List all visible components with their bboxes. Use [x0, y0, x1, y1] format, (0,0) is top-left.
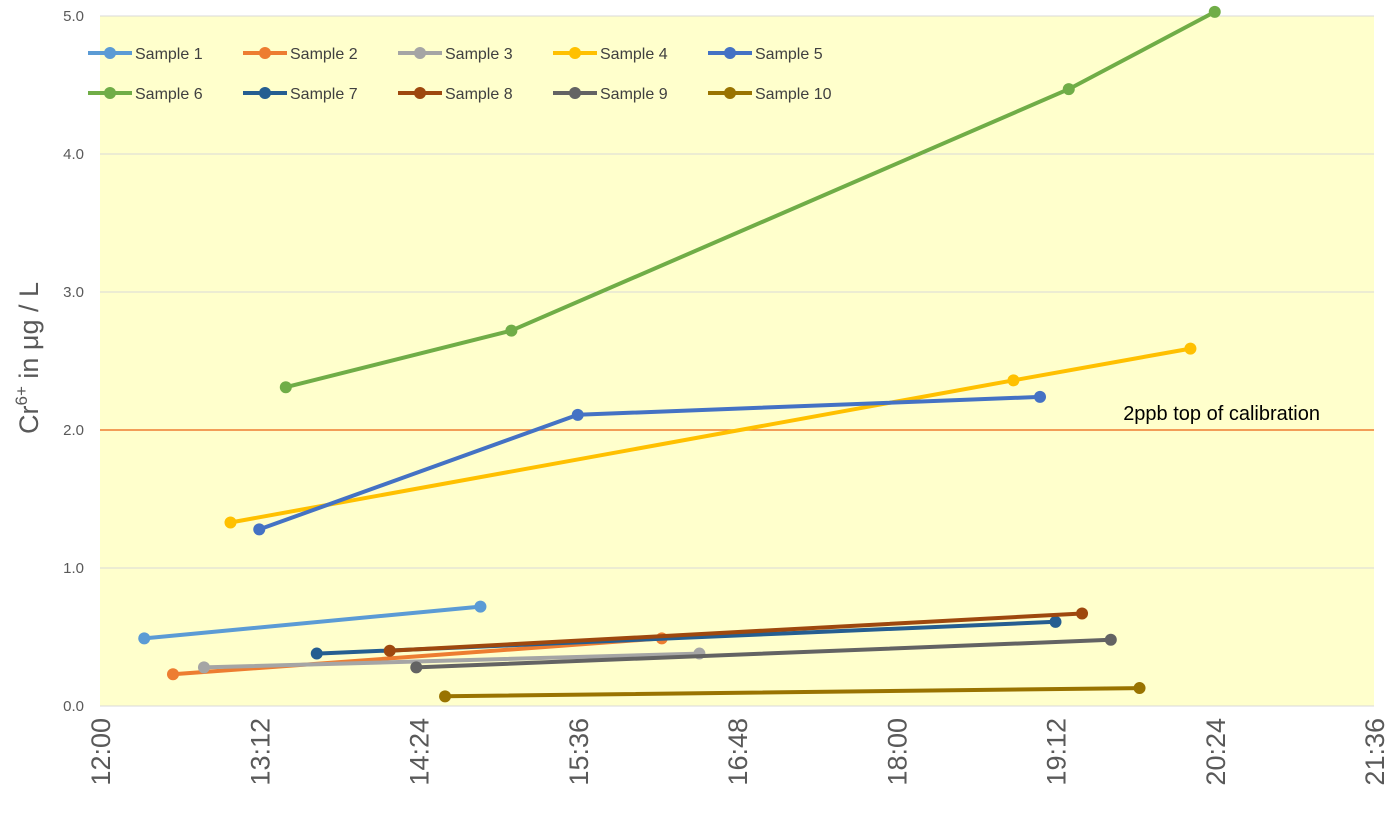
y-tick-label: 5.0 — [63, 8, 84, 25]
y-axis-title: Cr6+ in μg / L — [12, 282, 44, 434]
data-point — [505, 324, 518, 337]
legend-swatch-marker — [259, 47, 271, 59]
series-group — [138, 5, 1221, 703]
y-axis-tick-labels: 0.0 1.0 2.0 3.0 4.0 5.0 — [63, 8, 84, 715]
x-tick-label: 19:12 — [1042, 718, 1072, 786]
data-point — [166, 668, 179, 681]
y-tick-label: 4.0 — [63, 146, 84, 163]
legend: Sample 1 Sample 2 Sample 3 Sample 4 Sample 5… — [88, 46, 832, 103]
legend-swatch-marker — [104, 87, 116, 99]
data-point — [224, 516, 237, 529]
legend-swatch-marker — [724, 47, 736, 59]
legend-swatch-marker — [414, 87, 426, 99]
data-point — [410, 661, 423, 674]
data-point — [1208, 5, 1221, 18]
y-tick-label: 1.0 — [63, 560, 84, 577]
series-line — [387, 611, 1084, 653]
x-tick-label: 15:36 — [564, 718, 594, 786]
legend-swatch-marker — [414, 47, 426, 59]
legend-label: Sample 7 — [290, 86, 358, 103]
data-point — [279, 381, 292, 394]
y-tick-label: 0.0 — [63, 698, 84, 715]
legend-entry: Sample 4 — [553, 46, 668, 63]
legend-entry: Sample 8 — [398, 86, 513, 103]
data-point — [1007, 374, 1020, 387]
legend-label: Sample 1 — [135, 46, 203, 63]
series-6 — [279, 5, 1221, 394]
series-5 — [253, 390, 1047, 536]
series-10 — [439, 682, 1146, 703]
y-tick-label: 2.0 — [63, 422, 84, 439]
y-tick-label: 3.0 — [63, 284, 84, 301]
x-tick-label: 16:48 — [723, 718, 753, 786]
series-line — [202, 651, 702, 670]
data-point — [1062, 83, 1075, 96]
data-point — [1049, 615, 1062, 628]
series-9 — [410, 633, 1117, 674]
data-point — [383, 644, 396, 657]
x-tick-label: 13:12 — [245, 718, 275, 786]
x-tick-label: 21:36 — [1360, 718, 1390, 786]
data-point — [1104, 633, 1117, 646]
reference-line-label: 2ppb top of calibration — [1123, 403, 1320, 425]
y-axis-title-superscript: 6+ — [12, 386, 31, 405]
data-point — [1076, 607, 1089, 620]
legend-swatch-marker — [724, 87, 736, 99]
x-tick-label: 20:24 — [1201, 718, 1231, 786]
legend-label: Sample 5 — [755, 46, 823, 63]
data-point — [571, 408, 584, 421]
x-tick-label: 18:00 — [882, 718, 912, 786]
legend-label: Sample 9 — [600, 86, 668, 103]
series-1 — [138, 600, 487, 645]
legend-entry: Sample 2 — [243, 46, 358, 63]
data-point — [439, 690, 452, 703]
legend-swatch-marker — [104, 47, 116, 59]
data-point — [310, 647, 323, 660]
legend-label: Sample 6 — [135, 86, 203, 103]
y-axis-title-rest: in μg / L — [14, 282, 44, 386]
series-line — [171, 636, 664, 677]
series-4 — [224, 342, 1197, 529]
legend-entry: Sample 3 — [398, 46, 513, 63]
data-point — [138, 632, 151, 645]
series-line — [414, 637, 1113, 670]
legend-swatch-marker — [569, 47, 581, 59]
x-tick-label: 14:24 — [405, 718, 435, 786]
legend-label: Sample 8 — [445, 86, 513, 103]
legend-entry: Sample 1 — [88, 46, 203, 63]
legend-label: Sample 4 — [600, 46, 668, 63]
legend-swatch-marker — [569, 87, 581, 99]
x-tick-label: 12:00 — [86, 718, 116, 786]
data-point — [474, 600, 487, 613]
legend-label: Sample 2 — [290, 46, 358, 63]
x-axis-tick-labels: 12:00 13:12 14:24 15:36 16:48 18:00 19:12 20:24… — [86, 718, 1390, 786]
series-line — [142, 604, 483, 641]
legend-entry: Sample 6 — [88, 86, 203, 103]
legend-entry: Sample 9 — [553, 86, 668, 103]
series-line — [443, 686, 1142, 699]
data-point — [253, 523, 266, 536]
legend-entry: Sample 7 — [243, 86, 358, 103]
data-point — [1133, 682, 1146, 695]
series-8 — [383, 607, 1089, 657]
data-point — [1184, 342, 1197, 355]
legend-entry: Sample 5 — [708, 46, 823, 63]
data-point — [197, 661, 210, 674]
legend-label: Sample 10 — [755, 86, 832, 103]
y-axis-title-base: Cr — [14, 406, 44, 435]
data-point — [1034, 390, 1047, 403]
legend-entry: Sample 10 — [708, 86, 832, 103]
legend-label: Sample 3 — [445, 46, 513, 63]
plot-area — [100, 16, 1374, 706]
legend-swatch-marker — [259, 87, 271, 99]
series-line — [283, 9, 1217, 390]
